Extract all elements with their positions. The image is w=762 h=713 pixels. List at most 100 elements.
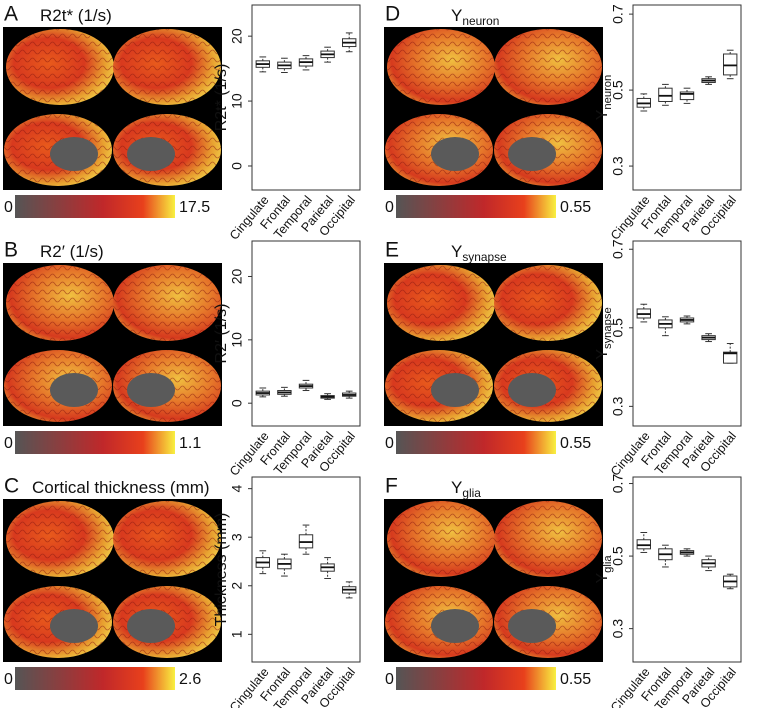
- y-tick-label: 0.7: [610, 4, 626, 24]
- panel-title: R2t* (1/s): [40, 6, 112, 25]
- y-tick-label: 10: [229, 93, 245, 109]
- colorbar-min: 0: [385, 435, 394, 452]
- panel-letter: C: [4, 475, 19, 498]
- y-tick-label: 0: [229, 162, 245, 170]
- box: [636, 539, 651, 550]
- panel-letter: D: [385, 3, 400, 26]
- plot-frame: [251, 4, 361, 191]
- y-tick-label: 0.3: [610, 156, 626, 176]
- panel-title-sub: synapse: [462, 250, 507, 264]
- box: [679, 91, 695, 101]
- y-axis-label-sub: neuron: [602, 75, 614, 110]
- brain-gyri: [494, 265, 602, 341]
- y-tick-label: 20: [229, 268, 245, 284]
- brain-midline: [508, 609, 556, 643]
- colorbar: [15, 667, 175, 690]
- brain-midline: [50, 609, 98, 643]
- y-axis-label: R2′ (1/s): [213, 304, 230, 364]
- y-axis-label: Thickness (mm): [213, 513, 230, 627]
- y-axis-label-main: R2t* (1/s): [213, 64, 230, 132]
- plot-frame: [251, 240, 361, 427]
- colorbar-max: 0.55: [560, 435, 591, 452]
- box: [723, 351, 738, 364]
- brain-midline: [508, 137, 556, 171]
- colorbar-min: 0: [385, 671, 394, 688]
- colorbar: [15, 431, 175, 454]
- brain-gyri: [113, 265, 221, 341]
- brain-midline: [508, 373, 556, 407]
- panel-title: R2′ (1/s): [40, 242, 104, 261]
- brain-gyri: [6, 501, 114, 577]
- colorbar-max: 17.5: [179, 199, 210, 216]
- brain-gyri: [387, 265, 495, 341]
- y-axis-label-sub: glia: [602, 555, 614, 573]
- colorbar: [396, 431, 556, 454]
- brain-gyri: [6, 29, 114, 105]
- y-tick-label: 0.5: [610, 318, 626, 338]
- brain-gyri: [113, 29, 221, 105]
- y-axis-label-main: Thickness (mm): [213, 513, 230, 627]
- brain-midline: [431, 609, 479, 643]
- panel-letter: E: [385, 239, 399, 262]
- panel-letter: F: [385, 475, 398, 498]
- y-axis-label-sub: synapse: [602, 307, 614, 349]
- y-tick-label: 4: [229, 485, 245, 493]
- panel-letter: A: [4, 3, 18, 26]
- brain-gyri: [494, 29, 602, 105]
- colorbar-max: 1.1: [179, 435, 201, 452]
- brain-midline: [50, 137, 98, 171]
- y-axis-label: Ysynapse: [594, 307, 614, 359]
- y-tick-label: 1: [229, 630, 245, 638]
- panel-letter: B: [4, 239, 18, 262]
- y-tick-label: 20: [229, 28, 245, 44]
- panel-title: Cortical thickness (mm): [32, 478, 210, 497]
- y-tick-label: 10: [229, 332, 245, 348]
- y-axis-label-main: Y: [594, 573, 611, 584]
- panel-title-main: Cortical thickness (mm): [32, 478, 210, 497]
- brain-gyri: [494, 501, 602, 577]
- y-tick-label: 0.7: [610, 239, 626, 259]
- plot-frame: [632, 476, 742, 663]
- panel-title: Yglia: [451, 478, 481, 500]
- box: [723, 53, 738, 76]
- y-tick-label: 2: [229, 582, 245, 590]
- y-tick-label: 0.7: [610, 474, 626, 494]
- y-axis-label: Yglia: [594, 555, 614, 584]
- brain-midline: [127, 609, 175, 643]
- y-tick-label: 0.5: [610, 546, 626, 566]
- panel-title-main: Y: [451, 242, 462, 261]
- brain-midline: [431, 137, 479, 171]
- colorbar-min: 0: [4, 199, 13, 216]
- colorbar-max: 0.55: [560, 199, 591, 216]
- y-tick-label: 0: [229, 399, 245, 407]
- y-tick-label: 0.5: [610, 80, 626, 100]
- brain-gyri: [387, 501, 495, 577]
- plot-frame: [632, 4, 742, 191]
- panel-title-main: R2t* (1/s): [40, 6, 112, 25]
- brain-midline: [127, 373, 175, 407]
- colorbar-min: 0: [4, 671, 13, 688]
- plot-frame: [632, 240, 742, 427]
- colorbar-max: 0.55: [560, 671, 591, 688]
- panel-title-main: Y: [451, 478, 462, 497]
- brain-midline: [50, 373, 98, 407]
- y-axis-label: R2t* (1/s): [213, 64, 230, 132]
- y-axis-label-main: Y: [594, 109, 611, 120]
- brain-midline: [431, 373, 479, 407]
- panel-title-main: Y: [451, 6, 462, 25]
- brain-gyri: [6, 265, 114, 341]
- panel-title-sub: glia: [462, 486, 481, 500]
- colorbar: [15, 195, 175, 218]
- colorbar-max: 2.6: [179, 671, 201, 688]
- y-axis-label-main: R2′ (1/s): [213, 304, 230, 364]
- y-tick-label: 0.3: [610, 619, 626, 639]
- plot-frame: [251, 476, 361, 663]
- colorbar: [396, 667, 556, 690]
- colorbar-min: 0: [385, 199, 394, 216]
- brain-gyri: [387, 29, 495, 105]
- panel-title: Ysynapse: [451, 242, 507, 264]
- y-axis-label: Yneuron: [594, 75, 614, 121]
- brain-midline: [127, 137, 175, 171]
- panel-title-main: R2′ (1/s): [40, 242, 104, 261]
- brain-gyri: [113, 501, 221, 577]
